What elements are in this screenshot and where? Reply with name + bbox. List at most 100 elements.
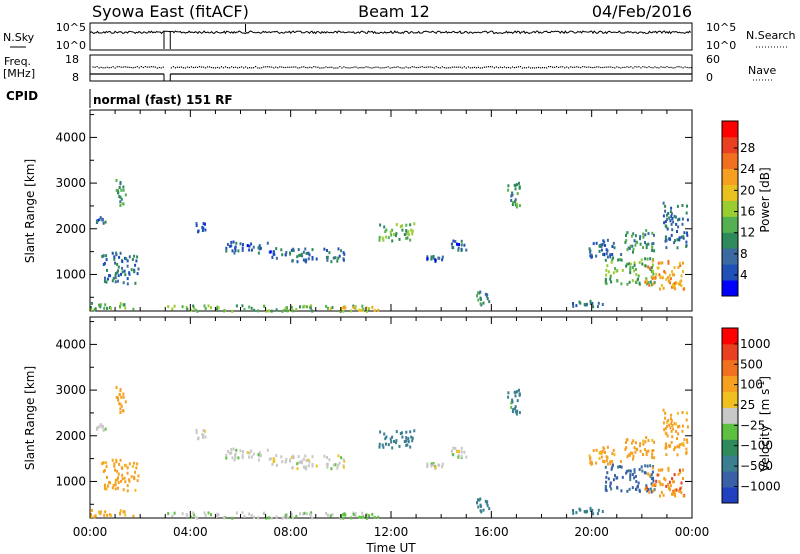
- echo-cell: [194, 515, 197, 519]
- echo-cell: [342, 458, 345, 462]
- echo-cell: [629, 268, 632, 272]
- echo-cell: [119, 402, 122, 406]
- echo-cell: [93, 515, 96, 519]
- echo-cell: [119, 204, 122, 207]
- echo-cell: [281, 253, 284, 257]
- echo-cell: [207, 511, 210, 515]
- echo-cell: [458, 243, 461, 246]
- echo-cell: [385, 235, 387, 239]
- echo-cell: [248, 248, 251, 252]
- echo-cell: [233, 251, 236, 255]
- echo-cell: [393, 439, 395, 443]
- nave-dot: [584, 66, 586, 68]
- echo-cell: [246, 244, 249, 248]
- echo-cell: [597, 301, 600, 305]
- nave-dot: [269, 66, 271, 68]
- echo-cell: [646, 257, 649, 261]
- echo-cell: [403, 440, 406, 443]
- echo-cell: [311, 248, 314, 252]
- echo-cell: [518, 204, 521, 208]
- echo-cell: [104, 427, 107, 431]
- echo-cell: [243, 514, 246, 518]
- nave-dot: [614, 67, 616, 69]
- echo-cell: [98, 425, 101, 429]
- echo-cell: [304, 247, 307, 251]
- nave-dot: [568, 67, 570, 69]
- echo-cell: [667, 279, 670, 283]
- echo-cell: [610, 467, 613, 471]
- nave-dot: [200, 66, 203, 68]
- nave-dot: [586, 66, 588, 68]
- echo-cell: [201, 229, 204, 232]
- nave-dot: [391, 67, 393, 69]
- echo-cell: [401, 435, 404, 439]
- colorbar-tick-label: 16: [740, 205, 755, 219]
- nave-dot: [469, 67, 471, 69]
- echo-cell: [394, 441, 397, 445]
- nave-dot: [132, 67, 134, 69]
- velocity-x-ticks: [89, 317, 693, 518]
- echo-cell: [628, 453, 631, 457]
- echo-cell: [682, 442, 685, 446]
- echo-cell: [655, 479, 658, 483]
- echo-cell: [510, 194, 513, 198]
- nave-dot: [194, 66, 196, 68]
- echo-cell: [671, 284, 674, 288]
- echo-cell: [452, 453, 455, 457]
- echo-cell: [631, 486, 634, 490]
- nave-dot: [684, 66, 686, 68]
- nave-dot: [556, 66, 558, 68]
- echo-cell: [286, 309, 289, 313]
- nave-dot: [666, 66, 668, 68]
- echo-cell: [305, 465, 308, 469]
- echo-cell: [604, 258, 607, 262]
- echo-cell: [572, 509, 574, 512]
- nave-dot: [335, 67, 337, 69]
- echo-cell: [117, 269, 119, 273]
- echo-cell: [266, 241, 269, 245]
- echo-cell: [291, 466, 294, 470]
- nave-dot: [172, 66, 174, 68]
- echo-cell: [217, 513, 220, 517]
- nave-dot: [574, 66, 576, 68]
- echo-cell: [307, 464, 310, 468]
- velocity-colorbar-label-main: Velocity: [758, 425, 772, 472]
- nave-dot: [511, 66, 514, 68]
- nave-dot: [499, 66, 502, 68]
- nave-dot: [660, 66, 662, 68]
- echo-cell: [645, 453, 648, 457]
- echo-cell: [662, 493, 665, 497]
- echo-cell: [589, 506, 592, 510]
- echo-cell: [486, 293, 489, 297]
- echo-cell: [518, 388, 520, 392]
- echo-cell: [391, 239, 394, 243]
- echo-cell: [257, 516, 260, 520]
- nave-dot: [550, 66, 552, 68]
- nave-dot: [122, 66, 124, 68]
- echo-cell: [430, 462, 433, 466]
- echo-cell: [136, 462, 139, 466]
- echo-cell: [673, 285, 676, 289]
- echo-cell: [304, 259, 306, 263]
- echo-cell: [401, 224, 403, 228]
- echo-cell: [235, 448, 238, 452]
- nave-dot: [154, 66, 156, 68]
- echo-cell: [592, 305, 595, 309]
- nave-dot: [202, 66, 205, 68]
- echo-cell: [669, 417, 672, 421]
- echo-cell: [598, 244, 601, 248]
- y-tick-label: 3000: [55, 383, 86, 397]
- echo-cell: [204, 307, 207, 310]
- nave-dot: [656, 67, 658, 69]
- nave-dot: [247, 67, 249, 69]
- echo-cell: [675, 281, 678, 285]
- echo-cell: [281, 460, 284, 464]
- colorbar-tick-label: 4: [740, 268, 748, 282]
- echo-cell: [409, 238, 412, 242]
- echo-cell: [337, 454, 340, 458]
- echo-cell: [292, 247, 295, 251]
- nave-dot: [267, 66, 269, 68]
- echo-cell: [308, 460, 311, 464]
